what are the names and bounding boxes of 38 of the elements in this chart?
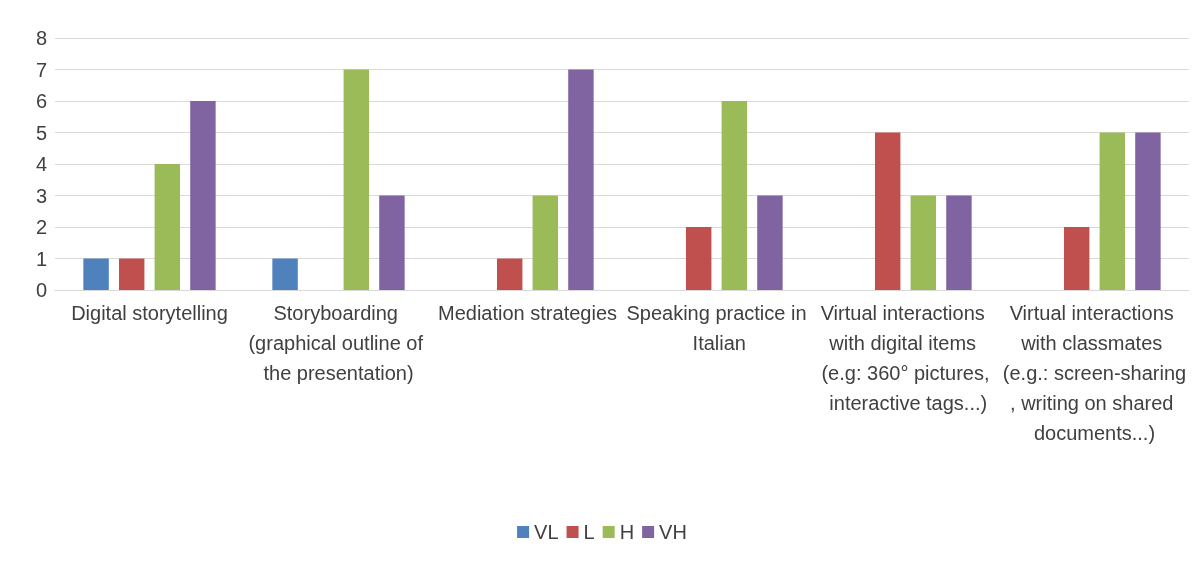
bar <box>946 195 972 290</box>
y-tick-label: 4 <box>35 153 47 175</box>
bar <box>379 195 405 290</box>
x-tick-label: Mediation strategies <box>438 302 617 324</box>
bar <box>190 101 216 290</box>
legend-label: H <box>619 521 635 543</box>
bar <box>532 195 559 290</box>
bar <box>83 258 109 290</box>
legend-label: L <box>583 521 595 543</box>
y-tick-label: 8 <box>35 27 47 49</box>
y-tick-label: 7 <box>35 58 47 81</box>
bar <box>721 101 748 290</box>
bar <box>685 227 712 290</box>
x-tick-label: Virtual interactions with classmates (e.g.: screen-sharing, writing on shared documents...) <box>1002 302 1187 444</box>
legend-label: VL <box>534 521 559 543</box>
legend-label: VH <box>659 521 687 543</box>
y-tick-label: 3 <box>35 184 47 207</box>
bar <box>343 69 370 290</box>
bar <box>1135 132 1161 290</box>
bar <box>1099 132 1126 290</box>
bar <box>874 132 901 290</box>
bar <box>496 258 523 290</box>
y-tick-label: 1 <box>35 247 47 270</box>
bar <box>272 258 298 290</box>
bar <box>568 69 594 290</box>
bar <box>118 258 145 290</box>
x-tick-label: Virtual interactions with digital items (e.g: 360° pictures, interactive tags...) <box>820 302 991 414</box>
x-tick-label: Storyboarding (graphical outline of the presentation) <box>248 302 429 384</box>
y-tick-label: 2 <box>35 216 47 238</box>
bar <box>757 195 783 290</box>
bar <box>154 164 181 290</box>
bar <box>1063 227 1090 290</box>
y-tick-label: 5 <box>35 121 47 144</box>
x-tick-label: Speaking practice in Italian <box>626 302 807 354</box>
y-tick-label: 6 <box>35 90 47 112</box>
x-tick-label: Digital storytelling <box>71 302 228 324</box>
bar <box>910 195 937 290</box>
y-tick-label: 0 <box>35 279 47 301</box>
